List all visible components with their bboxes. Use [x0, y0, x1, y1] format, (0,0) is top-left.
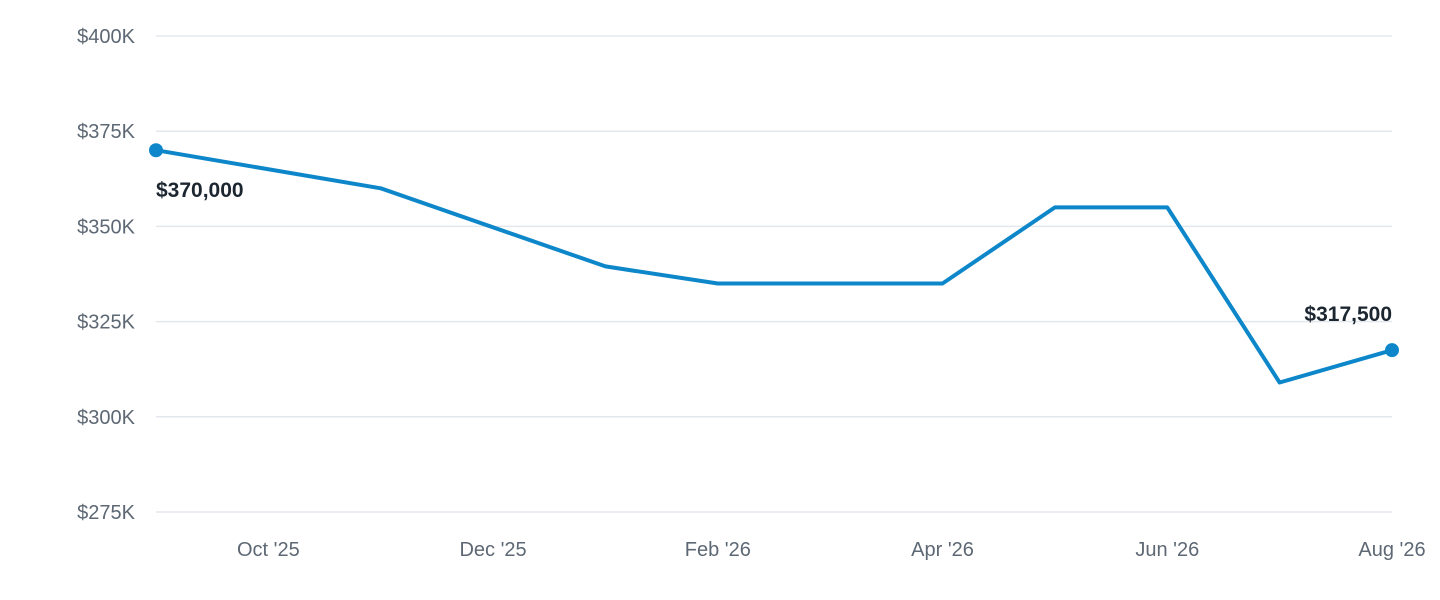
data-label: $317,500	[1304, 303, 1392, 326]
data-label: $370,000	[156, 179, 244, 202]
y-tick-label: $300K	[77, 407, 135, 429]
x-axis-ticks: Oct '25 Dec '25 Feb '26 Apr '26 Jun '26 Aug '…	[237, 539, 1426, 561]
data-labels: $370,000 $317,500	[156, 179, 1392, 326]
grid-lines	[156, 35, 1392, 513]
x-tick-label: Oct '25	[237, 539, 300, 561]
y-tick-label: $375K	[77, 121, 135, 143]
x-tick-label: Feb '26	[685, 539, 751, 561]
x-tick-label: Aug '26	[1358, 539, 1425, 561]
x-tick-label: Jun '26	[1135, 539, 1199, 561]
x-tick-label: Apr '26	[911, 539, 974, 561]
series-layer	[154, 148, 1394, 385]
y-tick-label: $325K	[77, 312, 135, 334]
endpoint-marker[interactable]	[149, 143, 163, 158]
series-line	[154, 148, 1394, 385]
y-axis-ticks: $400K $375K $350K $325K $300K $275K	[77, 26, 135, 524]
marker-layer	[149, 143, 1399, 358]
x-tick-label: Dec '25	[459, 539, 526, 561]
y-tick-label: $275K	[77, 502, 135, 524]
y-tick-label: $350K	[77, 216, 135, 238]
y-tick-label: $400K	[77, 26, 135, 48]
endpoint-marker[interactable]	[1385, 343, 1399, 358]
